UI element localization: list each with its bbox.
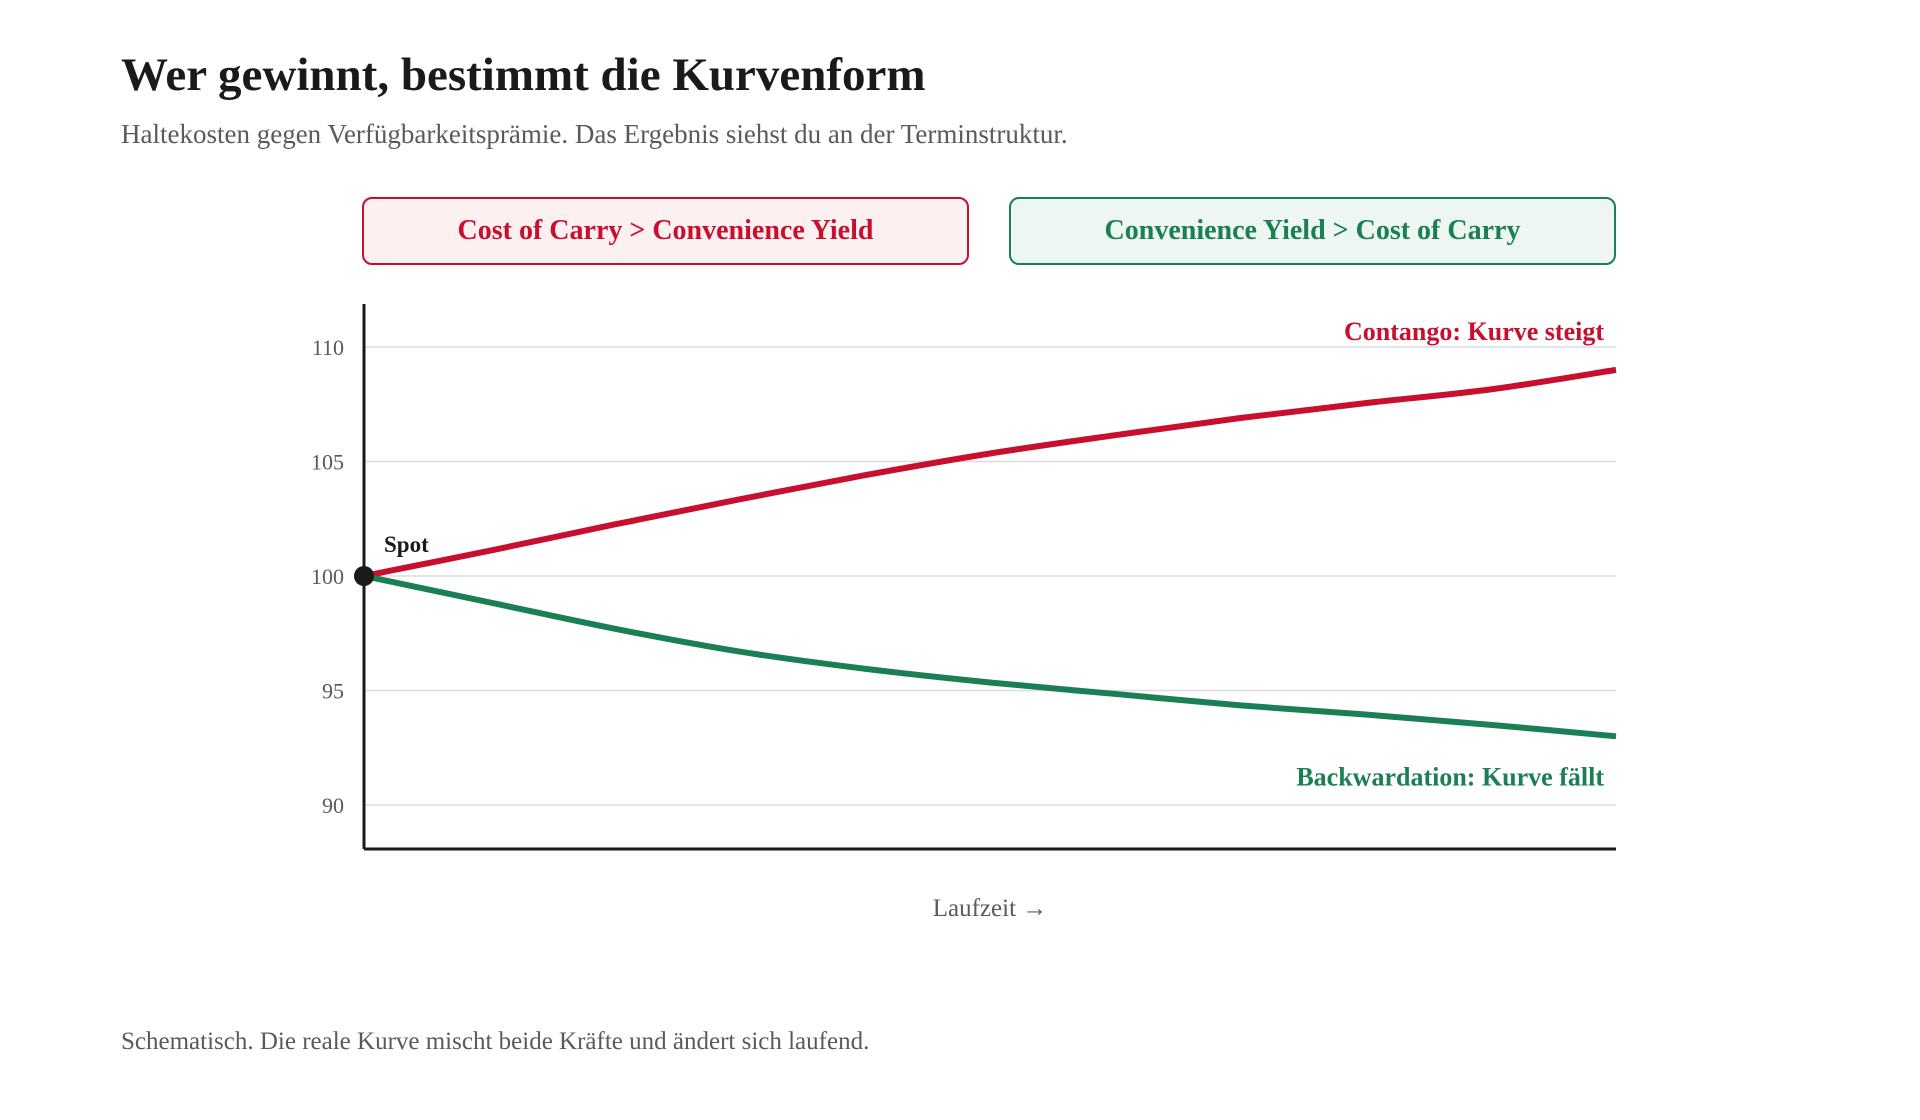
contango-line [363,366,1617,579]
y-tick-label: 100 [311,564,344,589]
backwardation-annotation: Backwardation: Kurve fällt [1296,762,1604,791]
y-tick-label: 95 [322,679,344,704]
annotation-layer: Contango: Kurve steigt Backwardation: Kur… [354,317,1604,791]
page-subtitle: Haltekosten gegen Verfügbarkeitsprämie. … [121,119,1068,149]
y-tick-labels: 90 95 100 105 110 [311,335,344,818]
legend-convenience-yield: Convenience Yield > Cost of Carry [1009,197,1616,265]
legend-convenience-yield-label: Convenience Yield > Cost of Carry [1104,215,1521,246]
y-tick-label: 105 [311,450,344,475]
x-axis-label: Laufzeit → [933,895,1048,922]
page-title: Wer gewinnt, bestimmt die Kurvenform [121,49,926,101]
legend-cost-of-carry-label: Cost of Carry > Convenience Yield [457,215,874,246]
legend-cost-of-carry: Cost of Carry > Convenience Yield [362,197,969,265]
contango-annotation: Contango: Kurve steigt [1344,317,1604,346]
series-layer [363,366,1617,740]
backwardation-line [363,573,1617,740]
grid-layer [364,346,1616,806]
footnote: Schematisch. Die reale Kurve mischt beid… [121,1028,870,1055]
spot-marker [354,566,374,586]
spot-label: Spot [384,532,429,557]
y-tick-label: 90 [322,793,344,818]
y-tick-label: 110 [312,335,344,360]
